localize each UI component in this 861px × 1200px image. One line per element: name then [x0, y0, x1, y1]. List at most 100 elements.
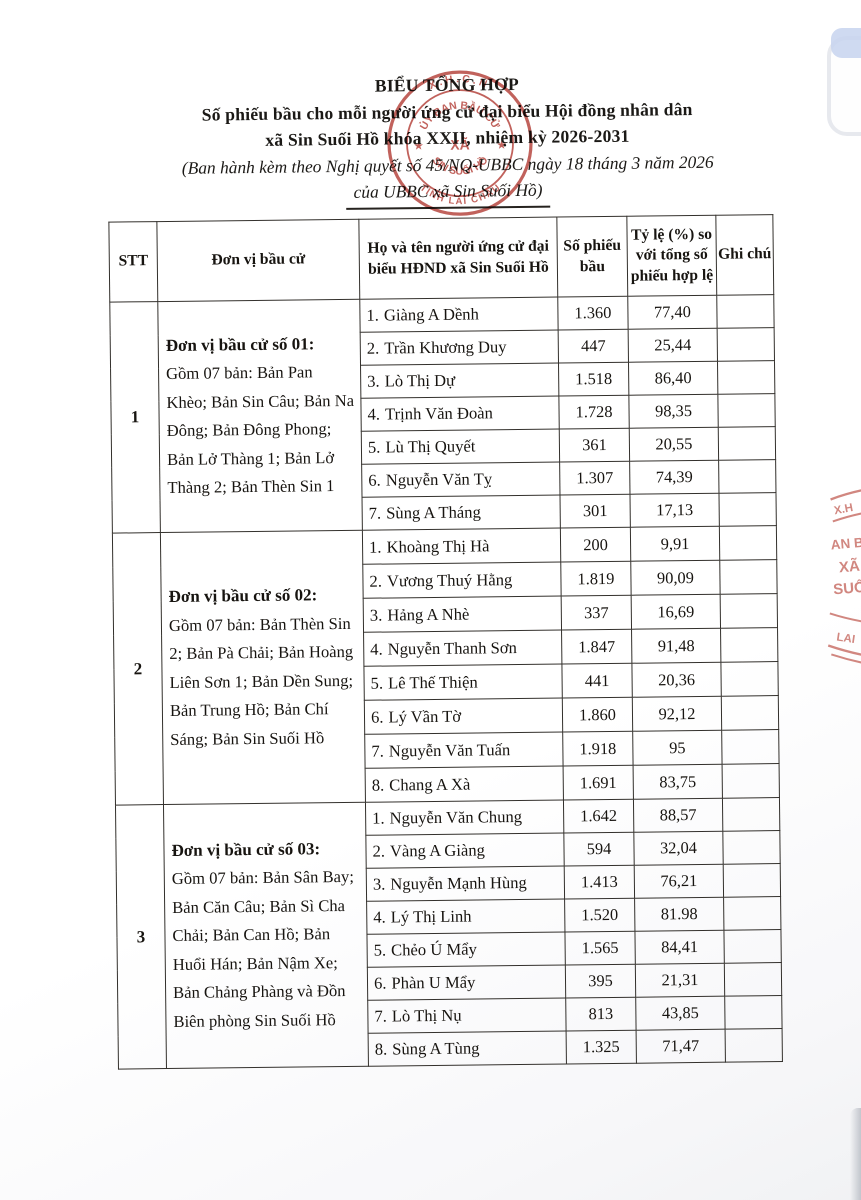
note-cell	[720, 627, 778, 663]
votes-cell: 1.691	[563, 765, 634, 801]
ratio-cell: 16,69	[631, 594, 721, 630]
cutoff-scroll-button[interactable]	[831, 28, 861, 58]
candidate-index: 2.	[369, 571, 383, 591]
note-cell	[721, 729, 780, 765]
candidate-name: Vương Thuý Hằng	[386, 569, 513, 590]
candidate-name: Lý Vần Tờ	[388, 706, 462, 726]
candidate-name-cell: 4. Trịnh Văn Đoàn	[360, 396, 560, 432]
unit-number-cell: 3	[115, 804, 167, 1070]
candidate-name: Nguyễn Văn Tỵ	[385, 469, 493, 490]
ratio-cell: 91,48	[631, 628, 721, 664]
candidate-name-cell: 2. Vàng A Giàng	[365, 833, 565, 869]
note-cell	[720, 661, 779, 697]
candidate-name: Lý Thị Linh	[390, 906, 472, 927]
votes-cell: 1.728	[558, 395, 630, 430]
votes-cell: 1.819	[560, 561, 632, 597]
candidate-name-cell: 6. Nguyễn Văn Tỵ	[361, 462, 560, 498]
photo-edge-shadow	[850, 1108, 861, 1200]
candidate-name-cell: 7. Lò Thị Nụ	[367, 997, 567, 1034]
candidate-name: Hảng A Nhè	[387, 604, 470, 624]
note-cell	[721, 695, 779, 731]
unit-title: Đơn vị bầu cử số 01:	[165, 333, 315, 355]
unit-villages: Gồm 07 bản: Bản Thèn Sin 2; Bản Pà Chải;…	[168, 613, 354, 749]
candidate-index: 5.	[373, 940, 387, 960]
note-cell	[722, 830, 781, 865]
note-cell	[720, 593, 778, 629]
candidate-name: Chang A Xà	[389, 774, 471, 794]
note-cell	[723, 929, 782, 964]
votes-cell: 301	[559, 494, 631, 529]
ratio-cell: 83,75	[633, 764, 723, 800]
candidate-name-cell: 8. Chang A Xà	[365, 766, 564, 803]
ratio-cell: 86,40	[628, 361, 718, 396]
candidate-name-cell: 8. Sùng A Tùng	[368, 1030, 567, 1067]
votes-cell: 1.520	[564, 898, 635, 932]
col-header-note: Ghi chú	[715, 214, 774, 296]
ratio-cell: 98,35	[628, 394, 719, 429]
candidate-name-cell: 5. Lê Thế Thiện	[363, 664, 563, 701]
candidate-name-cell: 4. Lý Thị Linh	[366, 899, 565, 935]
candidate-name-cell: 5. Lù Thị Quyết	[361, 429, 560, 465]
note-cell	[716, 294, 775, 329]
note-cell	[724, 962, 782, 997]
ratio-cell: 17,13	[629, 493, 720, 528]
edge-stamp-icon: X.H AN B XÃ SUỐ LAI	[788, 483, 861, 666]
note-cell	[717, 327, 775, 362]
col-header-name: Họ và tên người ứng cử đại biểu HĐND xã …	[358, 217, 558, 300]
candidate-name-cell: 3. Lò Thị Dự	[360, 363, 559, 399]
note-cell	[723, 896, 781, 931]
candidate-index: 6.	[373, 973, 387, 993]
candidate-name: Lê Thế Thiện	[387, 671, 478, 692]
ratio-cell: 95	[632, 730, 723, 766]
table-header: STT Đơn vị bầu cử Họ và tên người ứng cử…	[108, 214, 774, 303]
votes-cell: 1.413	[564, 865, 635, 900]
votes-cell: 1.360	[557, 296, 629, 331]
unit-title: Đơn vị bầu cử số 03:	[171, 839, 321, 860]
note-cell	[724, 995, 783, 1030]
note-cell	[722, 797, 780, 832]
candidate-name: Nguyễn Thanh Sơn	[387, 637, 518, 658]
candidate-name-cell: 3. Hảng A Nhè	[363, 596, 562, 633]
col-header-votes: Số phiếu bầu	[556, 216, 628, 298]
svg-text:SUỐ: SUỐ	[833, 578, 861, 599]
candidate-name: Lò Thị Dự	[384, 370, 456, 391]
votes-cell: 1.642	[563, 799, 634, 834]
votes-cell: 200	[560, 527, 631, 563]
candidate-index: 2.	[372, 841, 386, 861]
candidate-name: Sùng A Tháng	[386, 502, 481, 523]
candidate-index: 4.	[373, 907, 386, 927]
candidate-index: 3.	[372, 874, 386, 894]
ratio-cell: 71,47	[636, 1029, 726, 1064]
votes-cell: 1.565	[564, 931, 636, 965]
candidate-name-cell: 5. Chẻo Ú Mẩy	[366, 931, 566, 968]
ratio-cell: 9,91	[630, 526, 720, 562]
svg-text:LAI: LAI	[836, 631, 856, 646]
votes-cell: 1.325	[566, 1030, 637, 1064]
note-cell	[722, 763, 780, 799]
candidate-name-cell: 1. Giàng A Dềnh	[359, 297, 559, 333]
votes-cell: 1.518	[558, 362, 629, 397]
candidate-index: 7.	[371, 741, 384, 761]
candidate-index: 5.	[370, 673, 384, 693]
votes-cell: 1.847	[561, 629, 632, 665]
candidate-name-cell: 1. Khoàng Thị Hà	[362, 528, 561, 565]
ratio-cell: 92,12	[632, 696, 722, 732]
unit-description-cell: Đơn vị bầu cử số 02: Gồm 07 bản: Bản Thèn…	[160, 530, 366, 805]
col-header-stt: STT	[108, 221, 158, 303]
document-title-block: BIỂU TỔNG HỢP Số phiếu bầu cho mỗi người…	[57, 67, 838, 212]
svg-text:XÃ: XÃ	[838, 557, 860, 577]
candidate-index: 3.	[367, 371, 380, 391]
ratio-cell: 20,36	[631, 662, 722, 698]
note-cell	[719, 559, 778, 595]
candidate-index: 4.	[370, 639, 383, 659]
candidate-name-cell: 2. Trần Khương Duy	[360, 330, 559, 366]
votes-cell: 447	[558, 329, 629, 364]
unit-description-cell: Đơn vị bầu cử số 01: Gồm 07 bản: Bản Pan …	[157, 299, 363, 533]
candidate-name: Giàng A Dềnh	[383, 304, 479, 325]
candidate-name: Khoàng Thị Hà	[386, 535, 490, 556]
candidate-index: 1.	[366, 305, 380, 325]
note-cell	[718, 459, 776, 494]
candidate-index: 6.	[368, 470, 381, 490]
candidate-name-cell: 7. Nguyễn Văn Tuấn	[364, 732, 564, 769]
